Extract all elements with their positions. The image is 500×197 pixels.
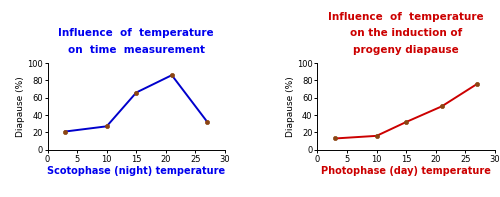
Y-axis label: Diapause (%): Diapause (%) <box>286 76 296 137</box>
X-axis label: Scotophase (night) temperature: Scotophase (night) temperature <box>47 166 226 176</box>
Text: progeny diapause: progeny diapause <box>354 45 459 55</box>
Y-axis label: Diapause (%): Diapause (%) <box>16 76 26 137</box>
Text: on  time  measurement: on time measurement <box>68 45 205 55</box>
Text: Influence  of  temperature: Influence of temperature <box>58 28 214 38</box>
X-axis label: Photophase (day) temperature: Photophase (day) temperature <box>322 166 491 176</box>
Text: on the induction of: on the induction of <box>350 28 463 38</box>
Text: Influence  of  temperature: Influence of temperature <box>328 12 484 22</box>
